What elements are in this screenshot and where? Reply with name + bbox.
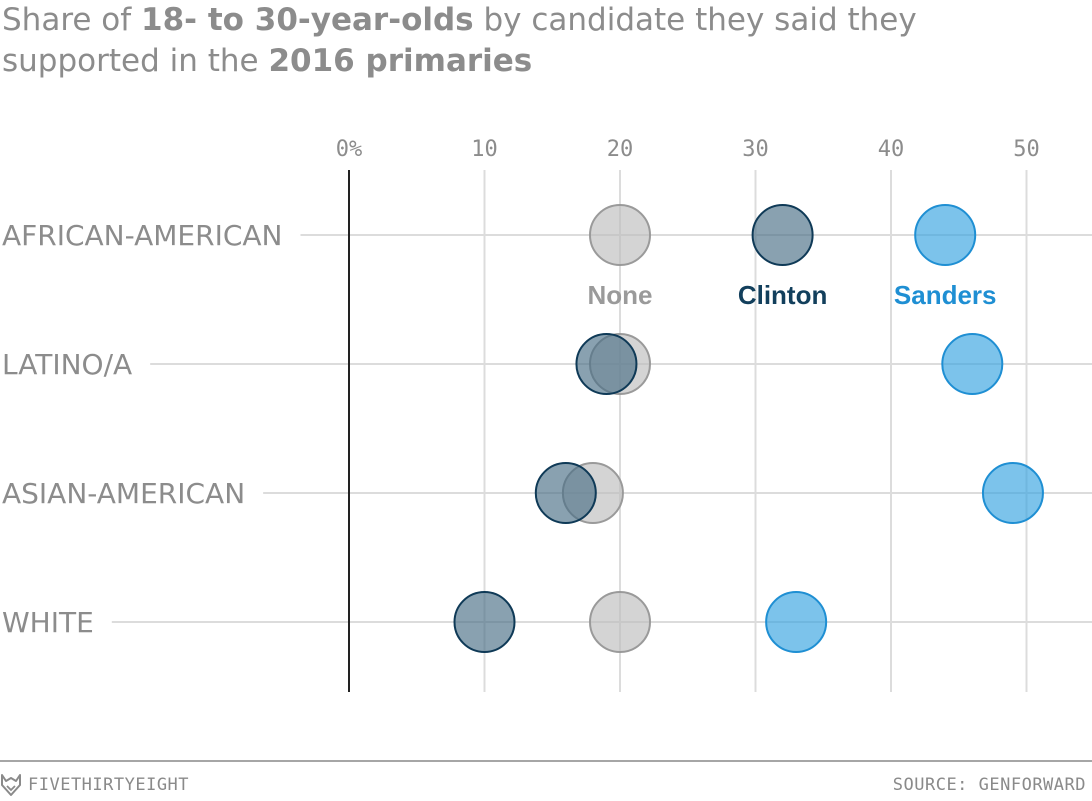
brand-name: FIVETHIRTYEIGHT (28, 775, 190, 795)
dot-sanders-2 (981, 462, 1044, 524)
dot-none-0 (589, 204, 651, 266)
dot-clinton-1 (575, 333, 638, 395)
fox-logo-icon (1, 774, 21, 796)
dot-clinton-0 (751, 204, 814, 266)
source-note: SOURCE: GENFORWARD (892, 775, 1086, 795)
legend-label-sanders: Sanders (894, 280, 997, 310)
legend-label-none: None (588, 280, 653, 310)
dot-clinton-2 (534, 462, 597, 524)
category-label: ASIAN-AMERICAN (2, 477, 245, 510)
x-tick-label: 30 (742, 137, 769, 162)
dot-clinton-3 (453, 591, 516, 653)
dot-chart: AFRICAN-AMERICAN LATINO/A ASIAN-AMERICAN WH… (2, 137, 1092, 692)
legend-label-clinton: Clinton (738, 280, 828, 310)
x-tick-label: 20 (607, 137, 634, 162)
dot-sanders-0 (914, 204, 977, 266)
x-tick-label: 50 (1013, 137, 1040, 162)
dot-sanders-3 (765, 591, 828, 653)
category-label: WHITE (2, 606, 94, 639)
footer-divider (0, 760, 1092, 762)
x-tick-label: 0% (336, 137, 363, 162)
x-tick-label: 10 (471, 137, 498, 162)
category-label: LATINO/A (2, 348, 132, 381)
chart-title: Share of 18- to 30-year-olds by candidat… (2, 2, 917, 79)
brand: FIVETHIRTYEIGHT (0, 771, 189, 799)
dot-none-3 (589, 591, 651, 653)
category-label: AFRICAN-AMERICAN (2, 219, 282, 252)
dot-sanders-1 (941, 333, 1004, 395)
x-tick-label: 40 (878, 137, 905, 162)
